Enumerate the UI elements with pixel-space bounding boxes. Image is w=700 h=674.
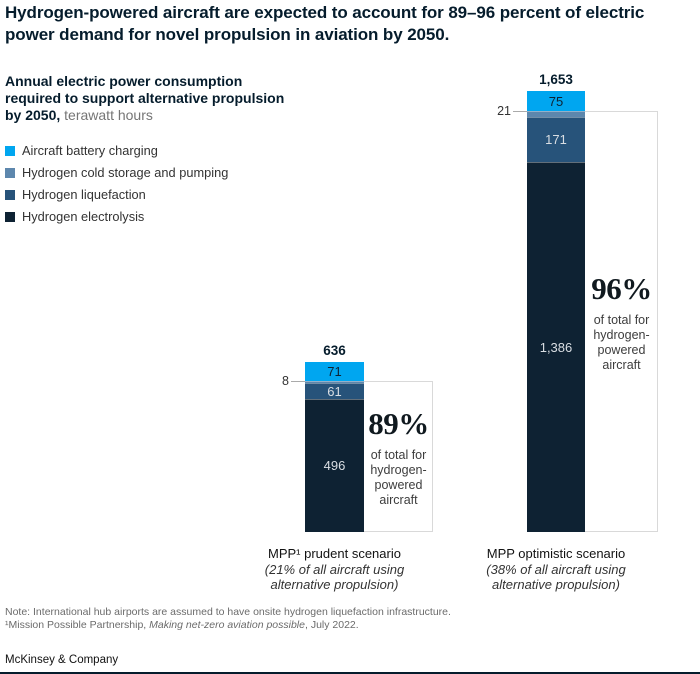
legend-swatch-icon	[5, 145, 15, 156]
bar-mpp-optimistic-scenario: 75 171 1,386	[527, 91, 585, 532]
bar-mpp-prudent-scenario: 71 61 496	[305, 362, 364, 532]
legend-label: Hydrogen electrolysis	[22, 209, 145, 224]
citation-post: , July 2022.	[304, 618, 359, 631]
segment-value-label: 496	[323, 458, 346, 474]
chart-subtitle: Annual electric power consumption requir…	[5, 73, 293, 124]
citation-pre: ¹Mission Possible Partnership,	[5, 618, 150, 631]
legend-item-hydrogen-electrolysis: Hydrogen electrolysis	[5, 209, 228, 224]
segment-value-label: 1,386	[539, 340, 573, 356]
subtitle-bold-text: Annual electric power consumption requir…	[5, 73, 285, 123]
side-tick	[291, 381, 305, 382]
callout-caption-line: powered	[597, 342, 646, 357]
callout-percent: 89%	[368, 405, 429, 441]
callout-caption-line: hydrogen-	[593, 327, 650, 342]
brand-signature: McKinsey & Company	[5, 654, 119, 666]
callout-percent: 96%	[591, 270, 652, 306]
legend-item-hydrogen-liquefaction: Hydrogen liquefaction	[5, 187, 228, 202]
segment-value-label: 171	[545, 132, 567, 148]
bar-total-label: 636	[323, 343, 346, 358]
category-name: MPP¹ prudent scenario	[268, 546, 401, 561]
legend-label: Aircraft battery charging	[22, 143, 158, 158]
legend-item-hydrogen-cold-storage-and-pumping: Hydrogen cold storage and pumping	[5, 165, 228, 180]
bar-segment-hydrogen-liquefaction: 171	[527, 116, 585, 163]
legend-swatch-icon	[5, 211, 15, 222]
bar-segment-hydrogen-electrolysis: 1,386	[527, 162, 585, 532]
callout-caption-line: powered	[374, 477, 423, 492]
category-label-mpp-optimistic-scenario: MPP optimistic scenario (38% of all aircr…	[446, 546, 666, 592]
bar-total-label: 1,653	[539, 72, 573, 87]
percent-callout: 89% of total for hydrogen-powered aircraft	[364, 381, 433, 532]
citation-title: Making net-zero aviation possible	[149, 618, 305, 631]
callout-caption-line: aircraft	[379, 492, 418, 507]
exhibit-title: Hydrogen-powered aircraft are expected t…	[5, 3, 645, 44]
side-tick	[513, 111, 527, 112]
bar-segment-hydrogen-cold-storage-and-pumping	[305, 380, 364, 383]
subtitle-unit: terawatt hours	[60, 107, 153, 123]
category-note-line: alternative propulsion)	[270, 576, 399, 592]
side-value-label: 8	[282, 374, 289, 388]
category-name: MPP optimistic scenario	[486, 546, 626, 561]
bar-segment-aircraft-battery-charging: 71	[305, 362, 364, 381]
category-note-line: alternative propulsion)	[492, 576, 620, 592]
footnote-citation: ¹Mission Possible Partnership, Making ne…	[5, 619, 451, 632]
bar-segment-hydrogen-electrolysis: 496	[305, 399, 364, 532]
legend-swatch-icon	[5, 189, 15, 200]
legend-label: Hydrogen liquefaction	[22, 187, 146, 202]
footnote-note: Note: International hub airports are ass…	[5, 606, 451, 618]
callout-caption-line: of total for	[593, 312, 650, 327]
legend-label: Hydrogen cold storage and pumping	[22, 165, 229, 180]
bar-segment-hydrogen-liquefaction: 61	[305, 382, 364, 400]
callout-caption-line: hydrogen-	[370, 462, 427, 477]
category-note-line: (38% of all aircraft using	[486, 562, 626, 577]
footnotes: Note: International hub airports are ass…	[5, 606, 451, 631]
segment-value-label: 75	[548, 93, 564, 109]
legend-item-aircraft-battery-charging: Aircraft battery charging	[5, 143, 228, 158]
side-value-label: 21	[497, 104, 511, 118]
segment-value-label: 71	[327, 363, 342, 379]
category-label-mpp-prudent-scenario: MPP¹ prudent scenario (21% of all aircraf…	[225, 546, 445, 592]
callout-caption-line: aircraft	[602, 357, 641, 372]
category-note-line: (21% of all aircraft using	[264, 562, 405, 577]
bar-segment-hydrogen-cold-storage-and-pumping	[527, 111, 585, 117]
callout-caption-line: of total for	[370, 447, 427, 462]
segment-value-label: 61	[327, 384, 342, 400]
legend-swatch-icon	[5, 167, 15, 178]
percent-callout: 96% of total for hydrogen-powered aircraft	[585, 111, 658, 532]
bar-segment-aircraft-battery-charging: 75	[527, 91, 585, 111]
legend: Aircraft battery charging Hydrogen cold s…	[5, 143, 228, 231]
